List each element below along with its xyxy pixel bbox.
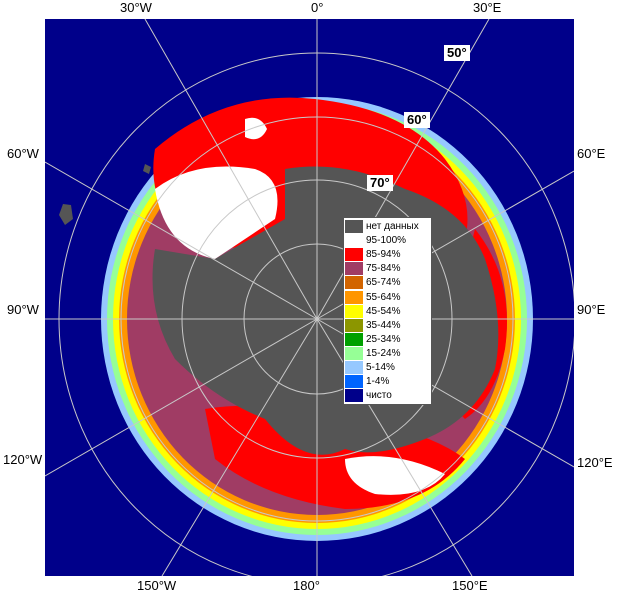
legend-item: чисто [344, 389, 431, 403]
legend: нет данных 95-100% 85-94% 75-84% 65-74% 55-64… [343, 217, 432, 405]
lon-label-150e: 150°E [452, 578, 488, 593]
legend-item: 5-14% [344, 361, 431, 375]
legend-item: 85-94% [344, 248, 431, 262]
legend-label: 75-84% [366, 263, 401, 275]
legend-swatch [345, 262, 363, 276]
meridian-120w [45, 318, 318, 477]
lon-label-120w: 120°W [3, 452, 43, 467]
legend-label: 35-44% [366, 319, 401, 331]
ice-95-100-spot [245, 117, 267, 140]
legend-label: 85-94% [366, 249, 401, 261]
legend-swatch [345, 375, 363, 389]
meridian-150w [161, 318, 318, 576]
legend-label: 45-54% [366, 305, 401, 317]
legend-swatch [345, 361, 363, 374]
legend-swatch [345, 318, 363, 332]
lon-label-90w: 90°W [7, 302, 39, 317]
lat-label-60: 60° [404, 112, 430, 128]
legend-item: 1-4% [344, 375, 431, 389]
legend-item: 55-64% [344, 290, 431, 305]
legend-label: 65-74% [366, 277, 401, 289]
legend-label: 5-14% [366, 362, 395, 373]
legend-swatch [345, 389, 363, 403]
legend-item: 15-24% [344, 346, 431, 361]
legend-swatch [345, 304, 363, 318]
lon-label-60e: 60°E [577, 146, 606, 161]
lon-label-90e: 90°E [577, 302, 606, 317]
lon-label-120e: 120°E [577, 455, 613, 470]
lon-label-60w: 60°W [7, 146, 39, 161]
legend-label: 25-34% [366, 333, 401, 345]
ice-95-100-ross [345, 456, 445, 495]
legend-item: 95-100% [344, 234, 431, 248]
legend-label: чисто [366, 390, 392, 402]
legend-label: нет данных [366, 221, 419, 232]
legend-label: 1-4% [366, 376, 390, 388]
legend-label: 95-100% [366, 235, 407, 247]
legend-item: 25-34% [344, 332, 431, 347]
legend-item: 45-54% [344, 304, 431, 319]
meridian-150e [316, 318, 473, 576]
land-south-america [143, 164, 151, 174]
lon-label-0: 0° [311, 0, 324, 15]
sea-ice-map [45, 19, 574, 576]
lon-label-30e: 30°E [473, 0, 502, 15]
ice-95-100-weddell [155, 166, 278, 259]
lon-label-30w: 30°W [120, 0, 152, 15]
legend-item: 65-74% [344, 276, 431, 290]
land-patch [59, 204, 73, 225]
meridian-60w [45, 161, 318, 320]
lat-label-50: 50° [444, 45, 470, 61]
legend-item: 35-44% [344, 318, 431, 333]
legend-item: нет данных [344, 220, 431, 234]
meridian-30w [144, 19, 318, 320]
legend-swatch [345, 290, 363, 304]
legend-swatch [345, 332, 363, 346]
legend-swatch [345, 346, 363, 360]
legend-swatch [345, 276, 363, 290]
lat-label-70: 70° [367, 175, 393, 191]
legend-swatch [345, 234, 363, 248]
legend-swatch [345, 248, 363, 262]
lon-label-180: 180° [293, 578, 320, 593]
map-graphic [45, 19, 574, 576]
legend-item: 75-84% [344, 262, 431, 276]
legend-label: 15-24% [366, 347, 401, 359]
lon-label-150w: 150°W [137, 578, 177, 593]
legend-swatch [345, 220, 363, 233]
legend-label: 55-64% [366, 291, 401, 303]
